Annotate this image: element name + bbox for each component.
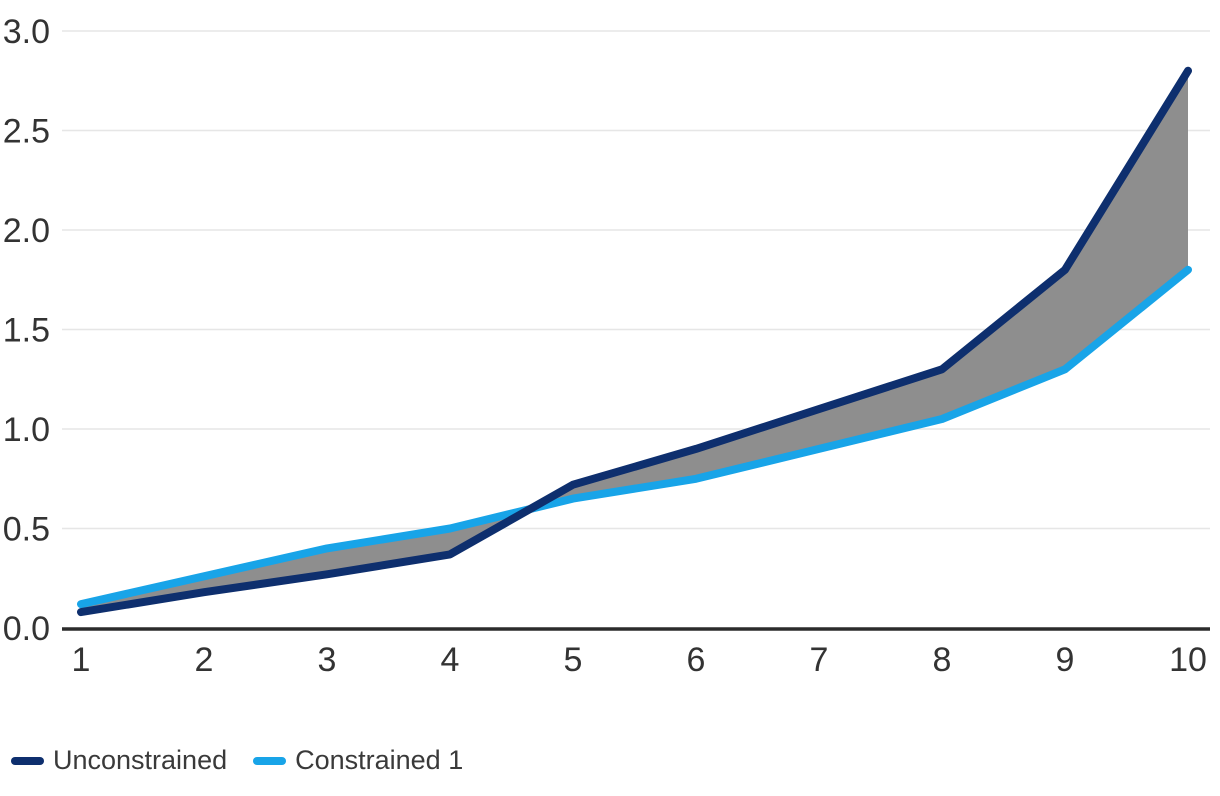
x-tick-label: 2 xyxy=(195,641,214,679)
y-tick-label: 1.5 xyxy=(3,311,50,349)
legend: Unconstrained Constrained 1 xyxy=(11,744,463,778)
x-tick-label: 3 xyxy=(318,641,337,679)
y-tick-label: 0.0 xyxy=(3,610,50,648)
x-tick-label: 5 xyxy=(564,641,583,679)
x-tick-label: 4 xyxy=(441,641,460,679)
y-tick-label: 1.0 xyxy=(3,411,50,449)
gridlines xyxy=(62,30,1210,530)
x-tick-label: 7 xyxy=(810,641,829,679)
series-line-unconstrained xyxy=(77,66,1192,617)
x-tick-label: 8 xyxy=(933,641,952,679)
legend-marker-unconstrained-icon xyxy=(11,756,44,765)
y-tick-label: 0.5 xyxy=(3,510,50,548)
x-tick-label: 6 xyxy=(687,641,706,679)
legend-label-unconstrained: Unconstrained xyxy=(53,745,228,775)
series-line-constrained-1 xyxy=(77,265,1192,609)
difference-area xyxy=(81,70,1188,613)
y-axis-tick-labels: 0.0 0.5 1.0 1.5 2.0 2.5 3.0 xyxy=(3,13,50,648)
legend-marker-constrained-1-icon xyxy=(253,756,287,765)
x-tick-label: 10 xyxy=(1169,641,1207,679)
series-lines xyxy=(77,66,1192,617)
x-axis-tick-labels: 1 2 3 4 5 6 7 8 9 10 xyxy=(72,641,1207,679)
y-tick-label: 2.0 xyxy=(3,212,50,250)
plot-area: 0.0 0.5 1.0 1.5 2.0 2.5 3.0 1 2 3 4 5 6 7 8 9 10 xyxy=(3,13,1210,679)
legend-item-constrained-1[interactable]: Constrained 1 xyxy=(253,744,463,778)
x-tick-label: 9 xyxy=(1056,641,1075,679)
difference-area-layer xyxy=(81,70,1188,613)
legend-label-constrained-1: Constrained 1 xyxy=(295,745,464,775)
y-tick-label: 3.0 xyxy=(3,13,50,51)
y-tick-label: 2.5 xyxy=(3,112,50,150)
legend-item-unconstrained[interactable]: Unconstrained xyxy=(11,744,227,778)
x-tick-label: 1 xyxy=(72,641,91,679)
